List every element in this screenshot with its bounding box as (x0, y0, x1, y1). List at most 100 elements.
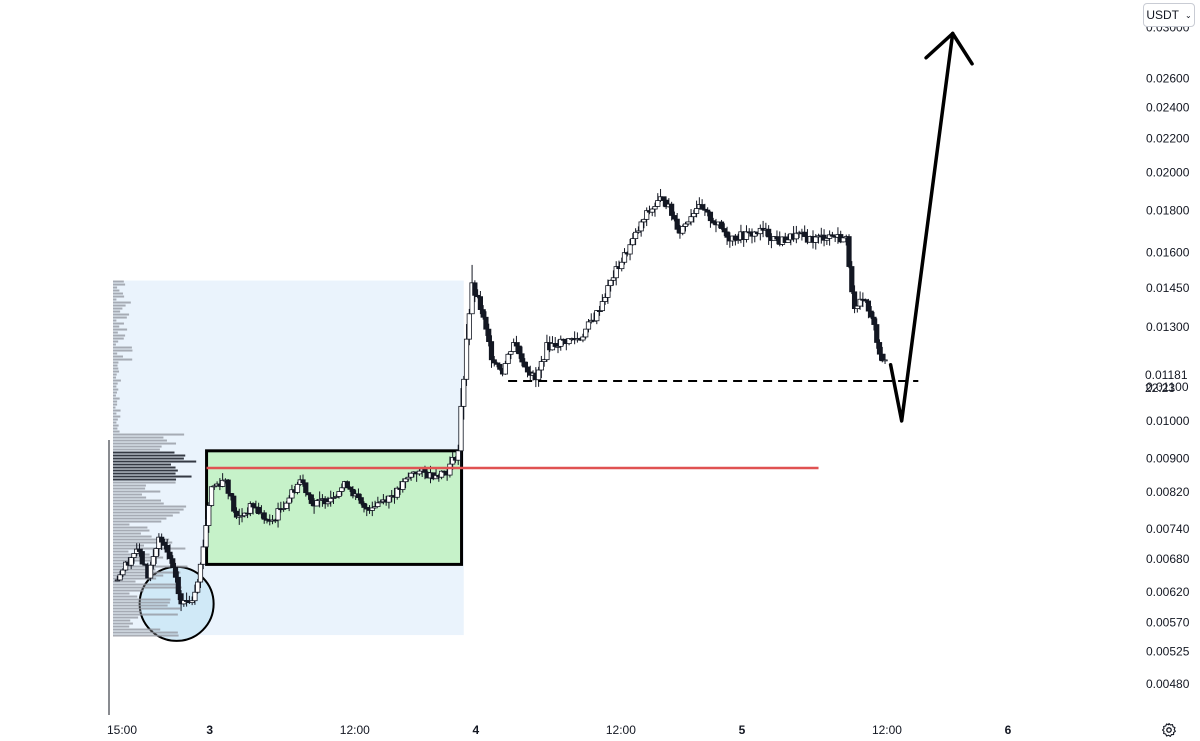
candle-down (494, 362, 500, 365)
candle-up (469, 282, 475, 315)
candle-up (283, 502, 289, 509)
candle-down (344, 481, 350, 488)
volume-profile-bar (113, 313, 130, 316)
arrow-head (950, 31, 974, 66)
volume-profile (108, 280, 197, 715)
volume-profile-bar (113, 295, 125, 298)
volume-profile-bar (113, 577, 157, 580)
candle-down (669, 203, 675, 216)
candle-up (583, 328, 589, 338)
candle-up (123, 561, 129, 571)
volume-profile-bar (113, 373, 117, 376)
candle-down (721, 228, 727, 233)
y-tick-label: 0.00525 (1146, 645, 1190, 659)
candle-down (170, 558, 176, 568)
candle-up (189, 600, 195, 603)
candle-down (364, 507, 370, 510)
x-tick-label: 4 (473, 723, 480, 737)
candle-down (178, 593, 184, 605)
candle-up (416, 470, 423, 475)
settings-gear-icon[interactable] (1161, 722, 1177, 738)
candle-up (535, 369, 542, 381)
volume-profile-bar (113, 343, 116, 346)
candle-up (685, 221, 691, 225)
candle-down (802, 231, 808, 237)
candle-up (197, 563, 204, 583)
candle-down (774, 236, 780, 240)
volume-profile-bar (113, 307, 123, 310)
volume-profile-bar (113, 544, 145, 547)
candle-down (256, 507, 262, 514)
candle-down (829, 234, 835, 237)
candle-up (114, 579, 120, 582)
x-tick-label: 12:00 (872, 723, 902, 737)
candle-up (369, 507, 375, 511)
candle-up (635, 230, 641, 233)
candle-up (203, 525, 209, 548)
candle-down (879, 353, 885, 362)
candle-down (671, 215, 678, 220)
volume-profile-bar (113, 535, 152, 538)
volume-profile-bar (113, 589, 144, 592)
candle-up (610, 277, 617, 281)
candle-down (513, 342, 520, 347)
volume-profile-bar (113, 376, 117, 379)
volume-profile-bar (113, 580, 136, 583)
candle-down (851, 291, 858, 310)
volume-profile-bar (113, 628, 161, 631)
volume-profile-bar (113, 403, 118, 406)
y-tick-label: 0.01450 (1146, 281, 1190, 295)
x-tick-label: 12:00 (606, 723, 636, 737)
volume-profile-bar (113, 496, 147, 499)
candle-up (691, 213, 697, 218)
candle-up (408, 472, 414, 478)
volume-profile-bar (113, 337, 124, 340)
volume-profile-bar (113, 304, 126, 307)
candle-down (233, 510, 240, 518)
candle-up (463, 338, 470, 380)
volume-profile-bar (113, 475, 192, 478)
candle-up (505, 353, 511, 364)
volume-profile-bar (113, 385, 117, 388)
candle-up (541, 359, 547, 362)
candle-up (630, 238, 636, 246)
candle-up (336, 491, 342, 497)
volume-profile-bar (113, 490, 161, 493)
volume-profile-bar (113, 634, 179, 637)
candle-down (865, 300, 872, 312)
candle-up (743, 231, 750, 240)
candle-down (497, 363, 503, 370)
y-tick-label: 0.00680 (1146, 552, 1190, 566)
candle-up (680, 226, 686, 234)
volume-profile-bar (113, 430, 120, 433)
y-tick-label: 0.02000 (1146, 166, 1190, 180)
candle-up (827, 234, 833, 239)
candle-up (402, 478, 409, 483)
candle-up (502, 363, 508, 375)
volume-profile-bar (113, 301, 131, 304)
candle-up (339, 487, 345, 492)
candle-up (181, 600, 187, 605)
candle-down (228, 493, 234, 497)
volume-profile-bar (113, 478, 177, 481)
candle-down (225, 479, 231, 494)
volume-profile-bar (113, 568, 156, 571)
candle-down (139, 551, 145, 565)
volume-profile-bar (113, 319, 117, 322)
candle-down (142, 563, 148, 566)
y-tick-label: 0.01300 (1146, 320, 1190, 334)
candle-down (732, 235, 738, 241)
y-tick-label: 0.00620 (1146, 585, 1190, 599)
volume-profile-bar (113, 280, 124, 283)
candle-down (724, 231, 730, 238)
candle-down (876, 342, 883, 355)
volume-profile-bar (113, 481, 176, 484)
y-tick-label: 0.02200 (1146, 132, 1190, 146)
candle-up (333, 496, 339, 498)
candle-down (516, 345, 522, 355)
candle-up (200, 546, 206, 565)
volume-profile-bar (113, 379, 121, 382)
currency-selector[interactable]: USDT ⌄ (1143, 3, 1195, 27)
volume-profile-bar (113, 532, 141, 535)
